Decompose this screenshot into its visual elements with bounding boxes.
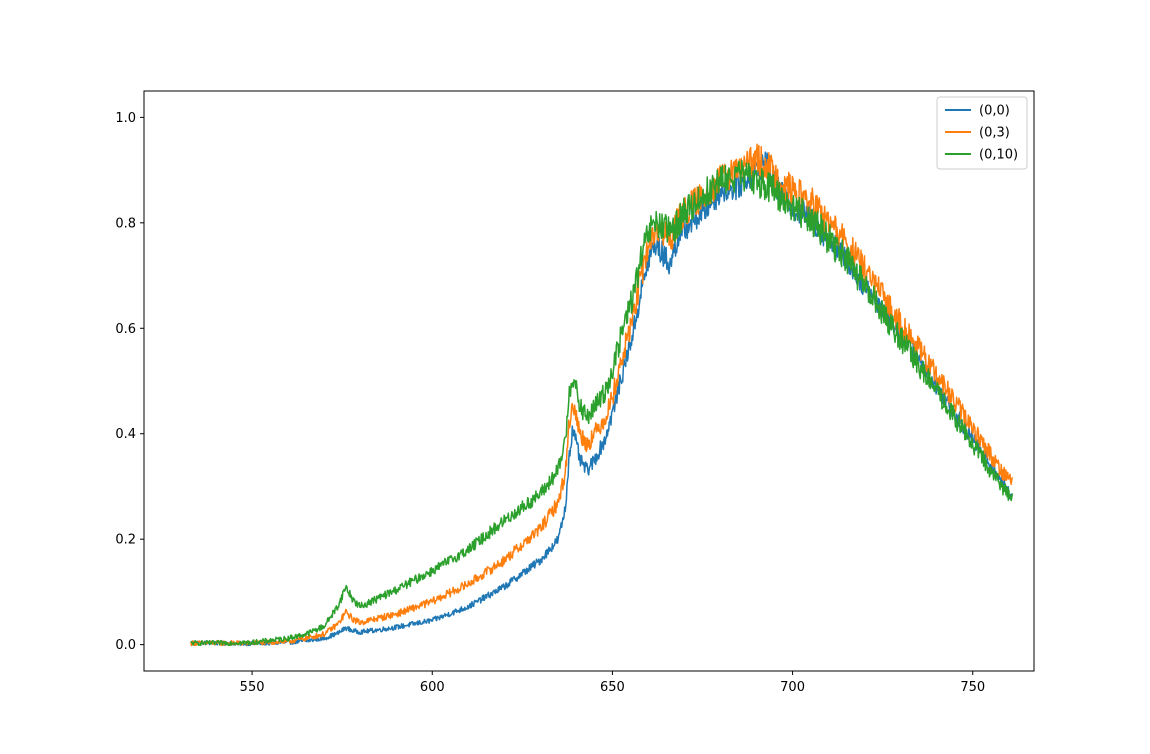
y-tick-label: 0.6 bbox=[115, 322, 136, 337]
series-line bbox=[190, 160, 1014, 647]
y-tick-label: 1.0 bbox=[115, 111, 136, 126]
legend-entry-label: (0,10) bbox=[979, 148, 1018, 163]
series-layer bbox=[190, 143, 1014, 647]
y-axis: 0.0 0.2 0.4 0.6 0.8 1.0 bbox=[115, 111, 144, 653]
x-tick-label: 550 bbox=[240, 680, 265, 695]
x-tick-label: 750 bbox=[960, 680, 985, 695]
y-tick-label: 0.8 bbox=[115, 216, 136, 231]
series-line bbox=[190, 143, 1014, 647]
legend: (0,0) (0,3) (0,10) bbox=[936, 96, 1028, 170]
x-tick-label: 650 bbox=[600, 680, 625, 695]
legend-box bbox=[936, 96, 1028, 170]
y-tick-label: 0.0 bbox=[115, 638, 136, 653]
x-tick-label: 600 bbox=[420, 680, 445, 695]
plot-frame bbox=[143, 90, 1035, 672]
y-tick-label: 0.2 bbox=[115, 533, 136, 548]
x-tick-label: 700 bbox=[780, 680, 805, 695]
x-axis: 550 600 650 700 750 bbox=[240, 671, 985, 695]
legend-entry-label: (0,3) bbox=[979, 126, 1010, 141]
legend-entry-label: (0,0) bbox=[979, 104, 1010, 119]
y-tick-label: 0.4 bbox=[115, 427, 136, 442]
